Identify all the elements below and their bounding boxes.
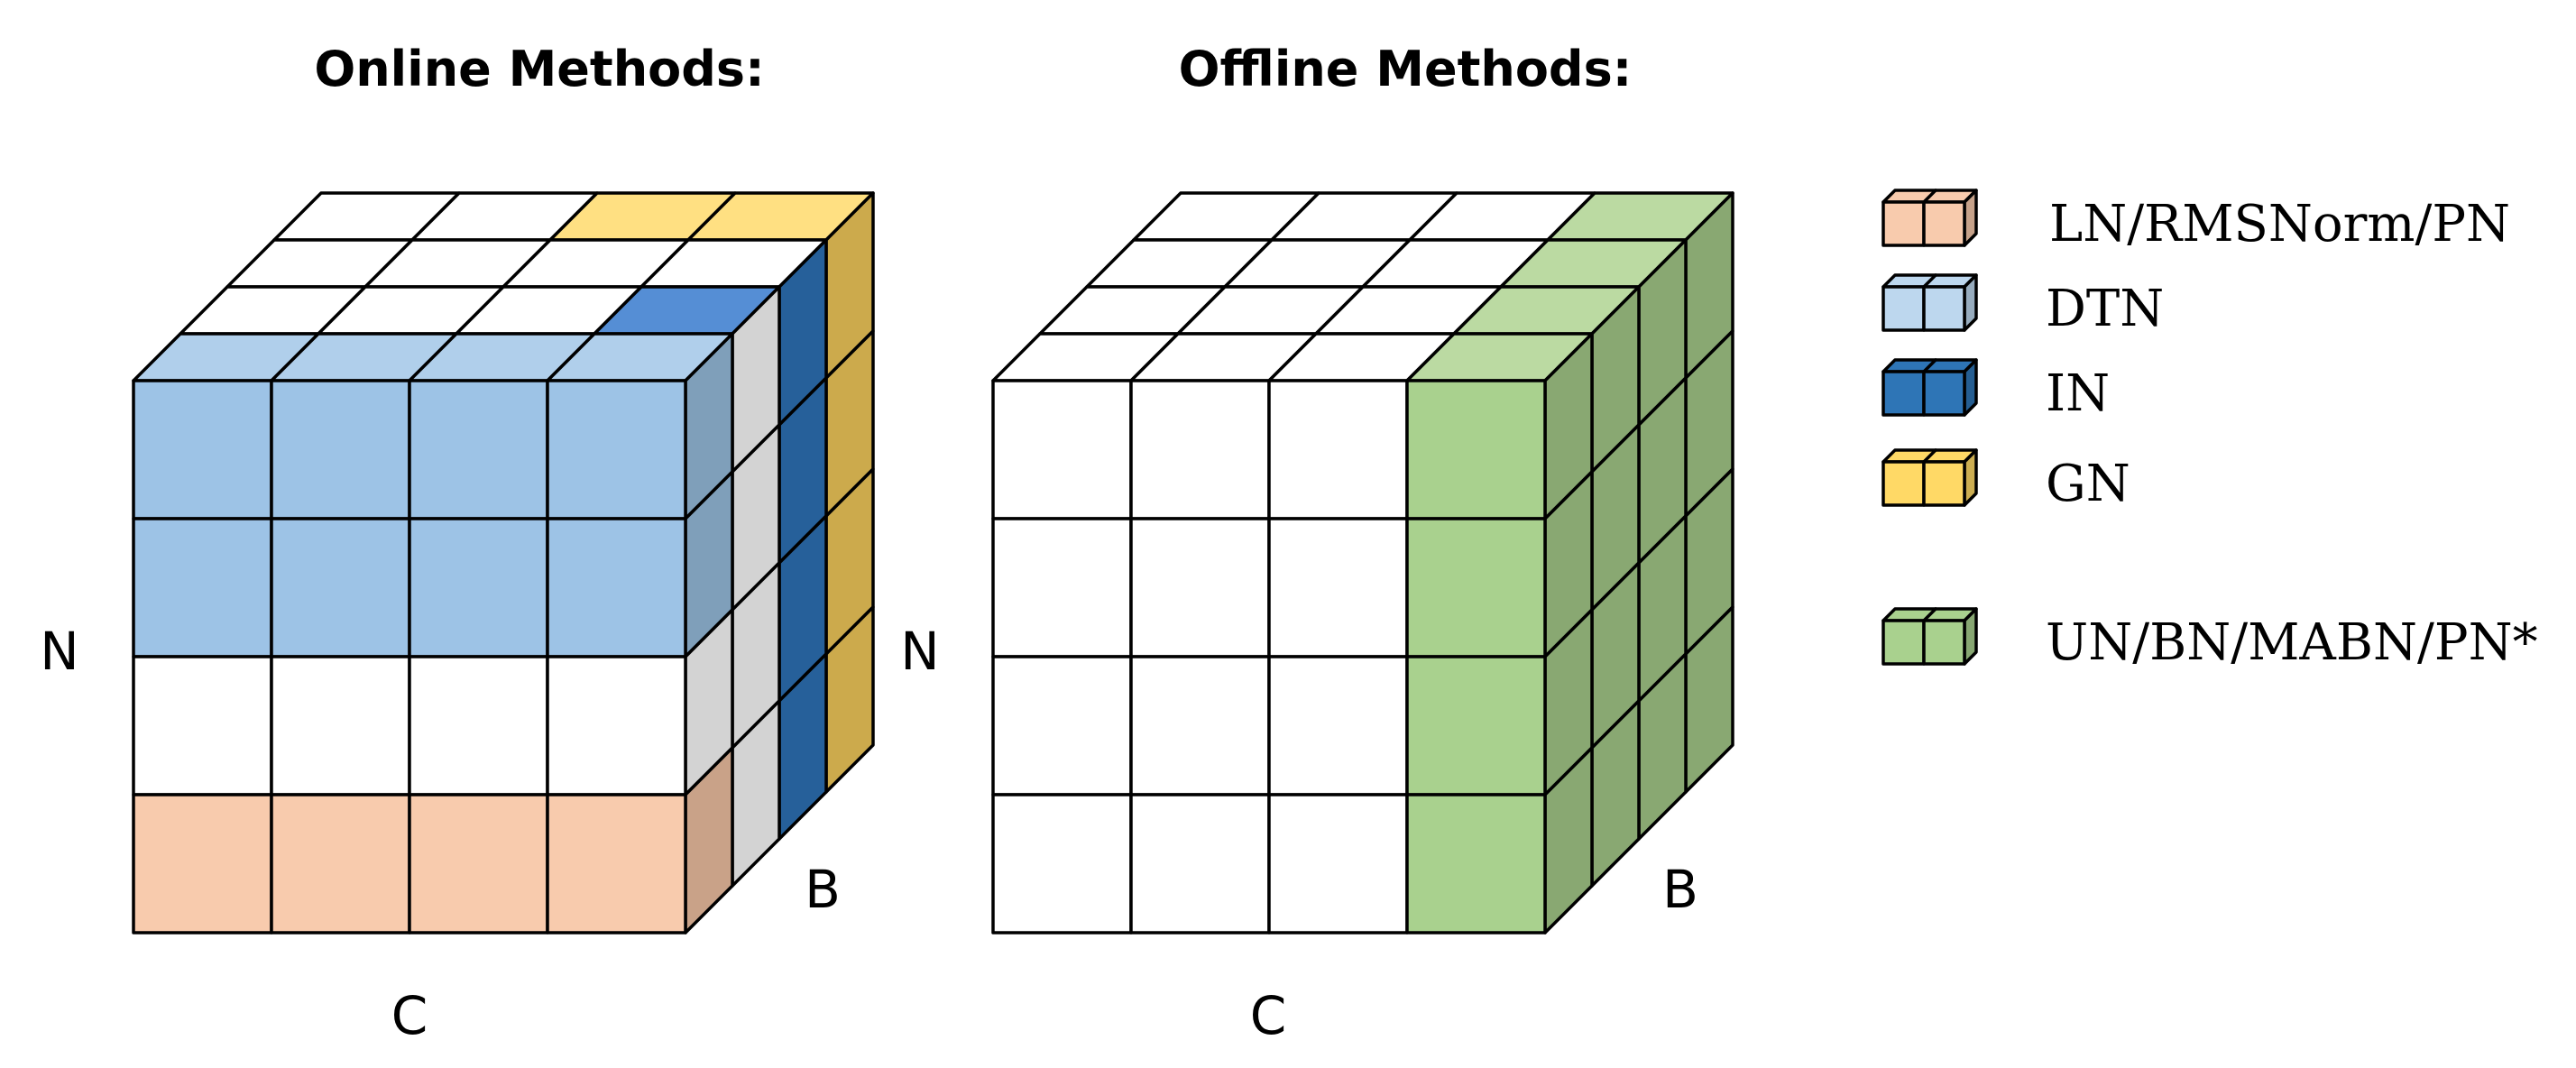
legend-swatch-front <box>1881 200 1926 247</box>
offline-front-cell <box>1267 793 1409 934</box>
offline-front-cell <box>991 379 1133 520</box>
online-front-cell <box>270 379 411 520</box>
online-front-cell <box>408 379 549 520</box>
offline-methods-cube <box>991 191 1734 934</box>
legend-swatch-divider <box>1922 358 1937 373</box>
offline-n-axis-label: N <box>900 621 939 682</box>
legend-label: UN/BN/MABN/PN* <box>2046 613 2538 672</box>
offline-front-cell <box>1267 379 1409 520</box>
legend-swatch-side <box>1963 448 1978 507</box>
legend-swatch-front <box>1922 460 1966 507</box>
legend-swatch-front <box>1922 370 1966 417</box>
online-front-cell <box>546 379 687 520</box>
offline-front-cell <box>991 655 1133 796</box>
legend-swatch-side <box>1963 358 1978 417</box>
online-front-cell <box>270 655 411 796</box>
legend-item-dtn: DTN <box>1881 273 2164 338</box>
legend-item-in: IN <box>1881 358 2110 423</box>
legend-swatch-front <box>1881 460 1926 507</box>
online-front-cell <box>546 517 687 658</box>
online-front-cell <box>270 517 411 658</box>
online-n-axis-label: N <box>40 621 78 682</box>
legend-swatch-side <box>1963 607 1978 666</box>
offline-front-cell <box>1129 793 1271 934</box>
offline-front-cell <box>1129 655 1271 796</box>
offline-front-cell <box>991 517 1133 658</box>
offline-front-cell <box>1405 379 1547 520</box>
offline-methods-title: Offline Methods: <box>1179 41 1633 97</box>
legend-swatch-front <box>1881 370 1926 417</box>
offline-front-cell <box>1405 655 1547 796</box>
legend-item-un-bn-mabn-pn: UN/BN/MABN/PN* <box>1881 607 2538 672</box>
legend-swatch-front <box>1922 285 1966 332</box>
online-front-cell <box>408 655 549 796</box>
legend-swatch-divider <box>1922 448 1937 464</box>
online-front-cell <box>408 793 549 934</box>
legend-label: GN <box>2046 455 2130 513</box>
legend-label: DTN <box>2046 280 2164 338</box>
legend-swatch-divider <box>1922 607 1937 622</box>
legend-swatch-front <box>1881 619 1926 666</box>
offline-front-cell <box>1267 517 1409 658</box>
offline-front-cell <box>1129 517 1271 658</box>
online-methods-title: Online Methods: <box>314 41 764 97</box>
online-front-cell <box>132 655 273 796</box>
legend: LN/RMSNorm/PN DTN IN GN UN/BN/MABN/PN* <box>1881 189 2538 672</box>
online-front-cell <box>270 793 411 934</box>
offline-front-cell <box>991 793 1133 934</box>
legend-swatch-side <box>1963 189 1978 247</box>
offline-front-cell <box>1405 517 1547 658</box>
legend-item-ln-rmsnorm-pn: LN/RMSNorm/PN <box>1881 189 2510 253</box>
offline-c-axis-label: C <box>1250 985 1287 1046</box>
online-front-cell <box>546 655 687 796</box>
online-front-cell <box>546 793 687 934</box>
legend-item-gn: GN <box>1881 448 2130 513</box>
legend-swatch-side <box>1963 273 1978 332</box>
legend-swatch-front <box>1922 619 1966 666</box>
online-c-axis-label: C <box>391 985 428 1046</box>
offline-front-cell <box>1129 379 1271 520</box>
online-front-cell <box>132 517 273 658</box>
legend-swatch-divider <box>1922 189 1937 204</box>
online-front-cell <box>132 793 273 934</box>
legend-label: LN/RMSNorm/PN <box>2049 195 2510 253</box>
online-methods-cube <box>132 191 875 934</box>
offline-b-axis-label: B <box>1662 859 1698 920</box>
online-front-cell <box>132 379 273 520</box>
online-b-axis-label: B <box>805 859 841 920</box>
offline-front-cell <box>1405 793 1547 934</box>
offline-front-cell <box>1267 655 1409 796</box>
legend-swatch-front <box>1922 200 1966 247</box>
legend-swatch-divider <box>1922 273 1937 289</box>
legend-swatch-front <box>1881 285 1926 332</box>
online-front-cell <box>408 517 549 658</box>
legend-label: IN <box>2046 364 2110 423</box>
